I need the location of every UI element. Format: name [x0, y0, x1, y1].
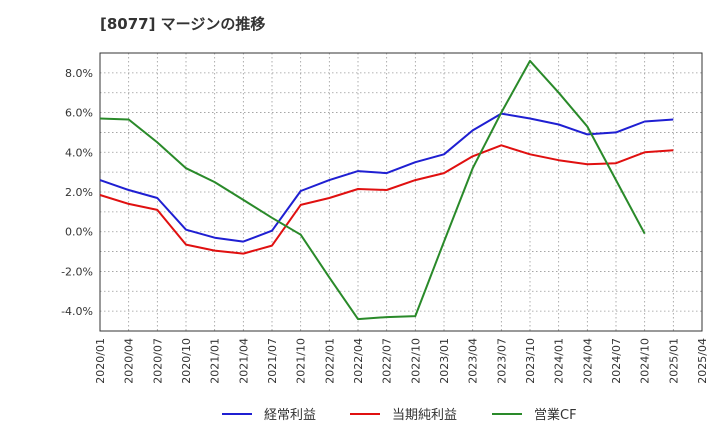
series-line: [99, 59, 646, 321]
x-tick-label: 2021/04: [237, 338, 250, 384]
x-tick-label: 2024/07: [610, 338, 623, 384]
x-tick-label: 2020/01: [94, 338, 107, 384]
y-tick-label: -4.0%: [61, 305, 93, 318]
legend: 経常利益 当期純利益 営業CF: [222, 407, 577, 423]
y-tick-label: 8.0%: [65, 67, 93, 80]
plot-frame: [99, 52, 703, 332]
x-tick-label: 2023/10: [524, 338, 537, 384]
series-lines: [99, 59, 674, 321]
x-tick-label: 2021/10: [295, 338, 308, 384]
x-tick-label: 2023/07: [495, 338, 508, 384]
legend-label: 経常利益: [264, 408, 316, 423]
x-tick-label: 2024/04: [581, 338, 594, 384]
series-line: [99, 144, 674, 255]
x-tick-label: 2022/04: [352, 338, 365, 384]
x-tick-label: 2022/07: [381, 338, 394, 384]
legend-label: 当期純利益: [392, 408, 457, 423]
y-tick-label: -2.0%: [61, 265, 93, 278]
y-ticks: 8.0% 6.0% 4.0% 2.0% 0.0% -2.0% -4.0%: [61, 67, 93, 318]
x-tick-label: 2022/10: [409, 338, 422, 384]
x-tick-label: 2020/07: [151, 338, 164, 384]
series-line: [99, 112, 674, 243]
chart-title: [8077] マージンの推移: [100, 15, 266, 33]
x-tick-label: 2021/07: [266, 338, 279, 384]
legend-label: 営業CF: [534, 407, 577, 423]
x-tick-label: 2025/01: [667, 338, 680, 384]
x-tick-label: 2022/01: [323, 338, 336, 384]
x-tick-label: 2023/01: [438, 338, 451, 384]
y-tick-label: 0.0%: [65, 226, 93, 239]
x-tick-label: 2020/10: [180, 338, 193, 384]
grid: [99, 52, 703, 332]
y-tick-label: 4.0%: [65, 146, 93, 159]
x-tick-label: 2023/04: [467, 338, 480, 384]
y-tick-label: 2.0%: [65, 186, 93, 199]
x-tick-label: 2025/04: [696, 338, 709, 384]
x-ticks: 2020/01 2020/04 2020/07 2020/10 2021/01 2021/…: [94, 338, 709, 384]
y-tick-label: 6.0%: [65, 107, 93, 120]
x-tick-label: 2024/01: [553, 338, 566, 384]
x-tick-label: 2020/04: [123, 338, 136, 384]
x-tick-label: 2021/01: [209, 338, 222, 384]
x-tick-label: 2024/10: [639, 338, 652, 384]
